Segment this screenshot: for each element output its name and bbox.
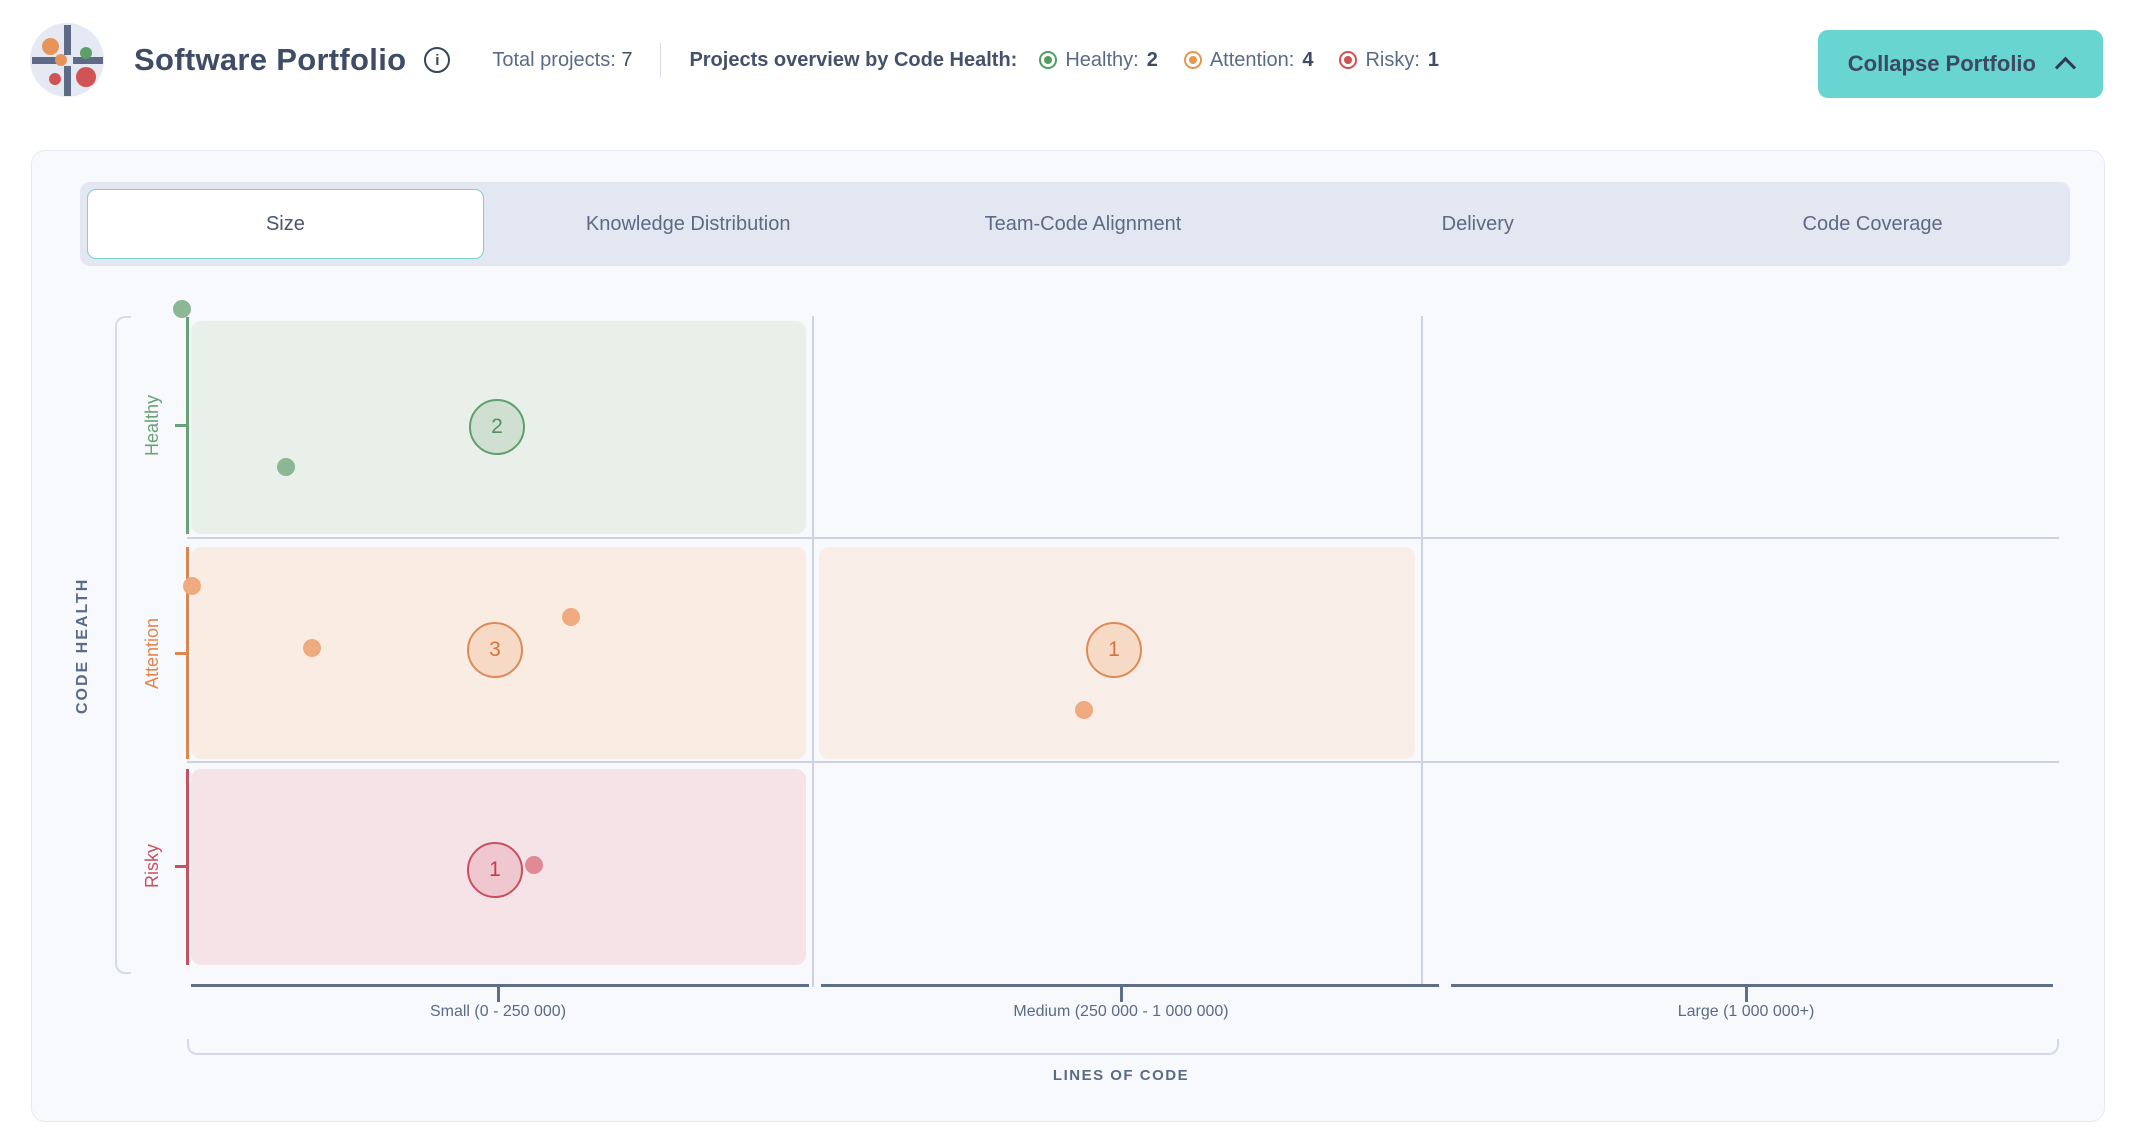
attention-row-tick <box>175 652 186 655</box>
tab-delivery[interactable]: Delivery <box>1441 212 1514 235</box>
code-health-legend: Healthy: 2 Attention: 4 Risky: 1 <box>1039 49 1439 72</box>
x-tick-large <box>1745 987 1748 1002</box>
cluster-bubble-attention-small[interactable]: 3 <box>467 622 523 678</box>
project-marker-healthy-1[interactable] <box>173 300 191 318</box>
gridline-vertical-2 <box>1421 316 1423 987</box>
row-label-risky: Risky <box>142 844 162 888</box>
project-marker-healthy-2[interactable] <box>277 458 295 476</box>
attention-status-icon <box>1183 51 1202 69</box>
healthy-row-axis <box>186 317 189 534</box>
app-header: Software Portfolio i Total projects: 7 P… <box>0 0 2138 120</box>
tab-code-coverage[interactable]: Code Coverage <box>1802 212 1943 235</box>
info-icon[interactable]: i <box>424 47 451 73</box>
legend-healthy-value: 2 <box>1146 48 1158 71</box>
project-marker-attention-3[interactable] <box>562 608 580 626</box>
collapse-portfolio-label: Collapse Portfolio <box>1847 51 2036 76</box>
total-projects: Total projects: 7 <box>492 49 632 72</box>
chart-tabbar: Size Knowledge Distribution Team-Code Al… <box>80 182 2070 266</box>
collapse-portfolio-button[interactable]: Collapse Portfolio <box>1817 30 2103 98</box>
x-category-small: Small (0 - 250 000) <box>429 1003 567 1020</box>
total-projects-label: Total projects: <box>492 48 616 71</box>
overview-label: Projects overview by Code Health: <box>689 48 1018 71</box>
project-marker-risky-1[interactable] <box>525 856 543 874</box>
header-divider <box>660 43 662 77</box>
x-axis-segment-small <box>191 984 809 987</box>
project-marker-attention-1[interactable] <box>183 577 201 595</box>
risky-row-tick <box>175 865 186 868</box>
y-axis-bracket <box>115 316 131 974</box>
tab-knowledge-distribution[interactable]: Knowledge Distribution <box>585 212 791 235</box>
legend-risky-value: 1 <box>1427 48 1440 71</box>
cluster-bubble-healthy-small[interactable]: 2 <box>469 399 525 455</box>
tab-team-code-alignment[interactable]: Team-Code Alignment <box>984 212 1182 235</box>
y-axis-title: CODE HEALTH <box>74 577 91 715</box>
risky-row-axis <box>186 769 189 965</box>
cluster-bubble-attention-medium[interactable]: 1 <box>1086 622 1142 678</box>
x-tick-small <box>497 987 500 1002</box>
x-axis-title: LINES OF CODE <box>1052 1067 1190 1084</box>
page-title: Software Portfolio <box>134 42 407 77</box>
legend-item-healthy: Healthy: 2 <box>1039 49 1158 72</box>
x-category-medium: Medium (250 000 - 1 000 000) <box>1013 1003 1229 1020</box>
app-logo-icon <box>30 23 104 97</box>
x-tick-medium <box>1120 987 1123 1002</box>
x-axis-segment-large <box>1451 984 2053 987</box>
project-marker-attention-4[interactable] <box>1075 701 1093 719</box>
attention-row-axis <box>186 547 189 759</box>
x-axis-bracket <box>187 1039 2059 1055</box>
project-marker-attention-2[interactable] <box>303 639 321 657</box>
tab-size[interactable]: Size <box>87 189 484 259</box>
gridline-vertical-1 <box>812 316 814 987</box>
x-category-large: Large (1 000 000+) <box>1677 1003 1815 1020</box>
cluster-bubble-risky-small[interactable]: 1 <box>467 842 523 898</box>
total-projects-value: 7 <box>621 48 633 71</box>
legend-healthy-label: Healthy: <box>1065 48 1139 71</box>
risky-status-icon <box>1339 51 1358 69</box>
healthy-row-tick <box>175 424 186 427</box>
gridline-horizontal-2 <box>187 761 2059 763</box>
gridline-horizontal-1 <box>187 537 2059 539</box>
legend-item-attention: Attention: 4 <box>1183 48 1314 72</box>
legend-attention-label: Attention: <box>1209 48 1295 71</box>
chevron-up-icon <box>2054 56 2077 78</box>
row-label-attention: Attention <box>142 617 162 689</box>
legend-risky-label: Risky: <box>1365 48 1420 71</box>
healthy-status-icon <box>1039 51 1058 69</box>
portfolio-card: Size Knowledge Distribution Team-Code Al… <box>31 150 2105 1122</box>
x-axis-segment-medium <box>821 984 1439 987</box>
row-label-healthy: Healthy <box>142 394 162 456</box>
legend-item-risky: Risky: 1 <box>1339 49 1439 72</box>
legend-attention-value: 4 <box>1302 48 1314 71</box>
